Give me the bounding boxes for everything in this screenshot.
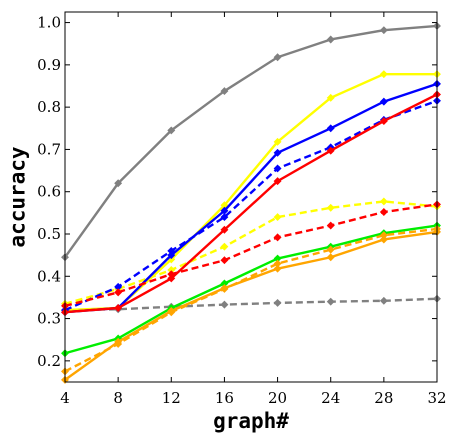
x-tick-label: 24 xyxy=(321,389,340,407)
data-point xyxy=(326,35,335,44)
series-line xyxy=(64,297,438,312)
data-point xyxy=(379,231,388,240)
y-tick-label: 0.4 xyxy=(37,267,61,285)
series-line xyxy=(64,24,438,258)
data-point xyxy=(167,274,176,283)
series-line xyxy=(64,203,438,308)
y-tick-label: 0.5 xyxy=(37,225,61,243)
series-6 xyxy=(61,90,441,317)
data-point xyxy=(220,242,229,251)
data-point xyxy=(167,265,176,274)
axis-ticks xyxy=(64,12,438,382)
data-point xyxy=(273,264,282,273)
data-point xyxy=(220,206,229,215)
data-point xyxy=(326,221,335,230)
data-point xyxy=(326,245,335,254)
data-point xyxy=(167,246,176,255)
y-axis-label: accuracy xyxy=(5,146,29,248)
series-4 xyxy=(61,79,441,317)
y-tick-label: 0.2 xyxy=(37,352,61,370)
data-point xyxy=(220,225,229,234)
series-line xyxy=(64,230,438,381)
x-tick-label: 28 xyxy=(374,389,393,407)
data-point xyxy=(167,308,176,317)
data-point xyxy=(326,297,335,306)
x-tick-label: 16 xyxy=(215,389,234,407)
data-point xyxy=(326,253,335,262)
data-point xyxy=(167,270,176,279)
series-line xyxy=(64,200,438,305)
data-point xyxy=(326,203,335,212)
data-point xyxy=(167,251,176,260)
plot-series xyxy=(61,21,441,384)
x-tick-label: 32 xyxy=(427,389,446,407)
data-point xyxy=(379,235,388,244)
data-point xyxy=(273,137,282,146)
y-tick-label: 0.3 xyxy=(37,310,61,328)
x-tick-label: 8 xyxy=(113,389,123,407)
series-line xyxy=(64,99,438,312)
data-point xyxy=(167,126,176,135)
data-point xyxy=(379,197,388,206)
y-tick-label: 0.9 xyxy=(37,56,61,74)
series-line xyxy=(64,93,438,314)
y-tick-label: 0.7 xyxy=(37,140,61,158)
data-point xyxy=(379,208,388,216)
data-point xyxy=(114,179,123,188)
data-point xyxy=(220,213,229,222)
data-point xyxy=(326,146,335,155)
data-point xyxy=(379,296,388,305)
data-point xyxy=(273,148,282,157)
tick-labels: 4 8 12 16 20 24 28 32 0.2 0.3 0.4 0.5 0.6 0.7 0.8 0.9 1.… xyxy=(37,14,446,407)
data-point xyxy=(379,70,388,79)
data-point xyxy=(220,279,229,288)
plot-frame xyxy=(64,11,438,383)
series-line xyxy=(64,82,438,314)
data-point xyxy=(273,298,282,307)
data-point xyxy=(273,177,282,186)
series-line xyxy=(64,224,438,355)
data-point xyxy=(220,256,229,265)
series-7 xyxy=(61,200,441,310)
series-0 xyxy=(61,21,441,262)
x-axis-label: graph# xyxy=(213,409,289,433)
series-10 xyxy=(61,224,441,376)
data-point xyxy=(379,26,388,35)
x-tick-label: 4 xyxy=(60,389,70,407)
data-point xyxy=(379,97,388,106)
y-tick-label: 1.0 xyxy=(37,14,61,32)
x-tick-label: 12 xyxy=(162,389,181,407)
data-point xyxy=(273,259,282,268)
data-point xyxy=(326,124,335,133)
data-point xyxy=(273,233,282,242)
x-tick-label: 20 xyxy=(268,389,287,407)
data-point xyxy=(273,254,282,263)
series-line xyxy=(64,227,438,373)
y-tick-label: 0.8 xyxy=(37,98,61,116)
y-tick-label: 0.6 xyxy=(37,183,61,201)
data-point xyxy=(220,285,229,293)
data-point xyxy=(220,300,229,309)
